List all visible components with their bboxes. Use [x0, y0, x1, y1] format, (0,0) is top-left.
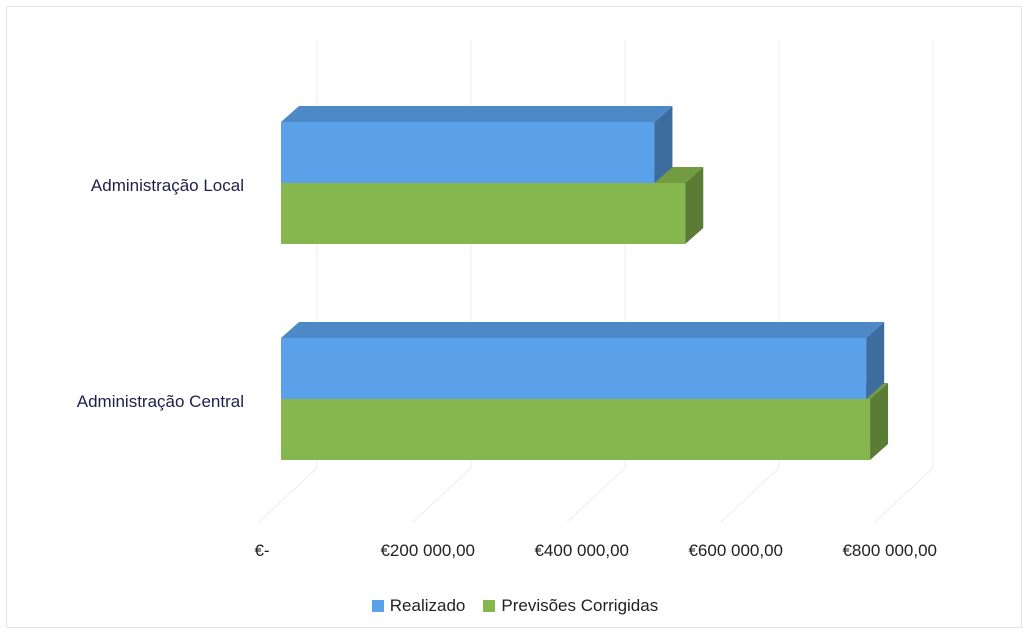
gridline-floor-4 [874, 467, 934, 523]
legend-item-realizado: Realizado [371, 596, 466, 616]
bar-top-1-0 [281, 322, 885, 338]
legend-item-previsoes: Previsões Corrigidas [483, 596, 658, 616]
x-tick-label-3: €600 000,00 [688, 541, 783, 560]
x-tick-label-4: €800 000,00 [842, 541, 937, 560]
x-tick-label-2: €400 000,00 [534, 541, 629, 560]
legend: Realizado Previsões Corrigidas [0, 592, 1030, 620]
bar-front-0-0 [281, 122, 655, 183]
gridline-floor-1 [412, 467, 472, 523]
legend-label-previsoes: Previsões Corrigidas [501, 596, 659, 615]
bar-side-0-0 [654, 106, 673, 183]
category-label-0: Administração Local [91, 176, 244, 195]
gridline-floor-3 [720, 467, 780, 523]
bar-front-1-1 [281, 399, 871, 460]
bar-front-0-1 [281, 183, 686, 244]
bar-side-0-1 [685, 167, 704, 244]
bar-side-1-1 [870, 383, 889, 460]
x-tick-label-1: €200 000,00 [380, 541, 475, 560]
gridline-floor-2 [566, 467, 626, 523]
bar-side-1-0 [866, 322, 885, 399]
legend-swatch-previsoes [483, 600, 496, 612]
category-label-1: Administração Central [77, 392, 244, 411]
bar-top-0-0 [281, 106, 673, 122]
legend-label-realizado: Realizado [389, 596, 466, 615]
x-tick-label-0: €- [254, 541, 269, 560]
bar-chart: Administração Local Administração Central… [77, 40, 937, 560]
bar-front-1-0 [281, 338, 867, 399]
gridline-floor-0 [258, 467, 318, 523]
legend-swatch-realizado [371, 600, 384, 612]
